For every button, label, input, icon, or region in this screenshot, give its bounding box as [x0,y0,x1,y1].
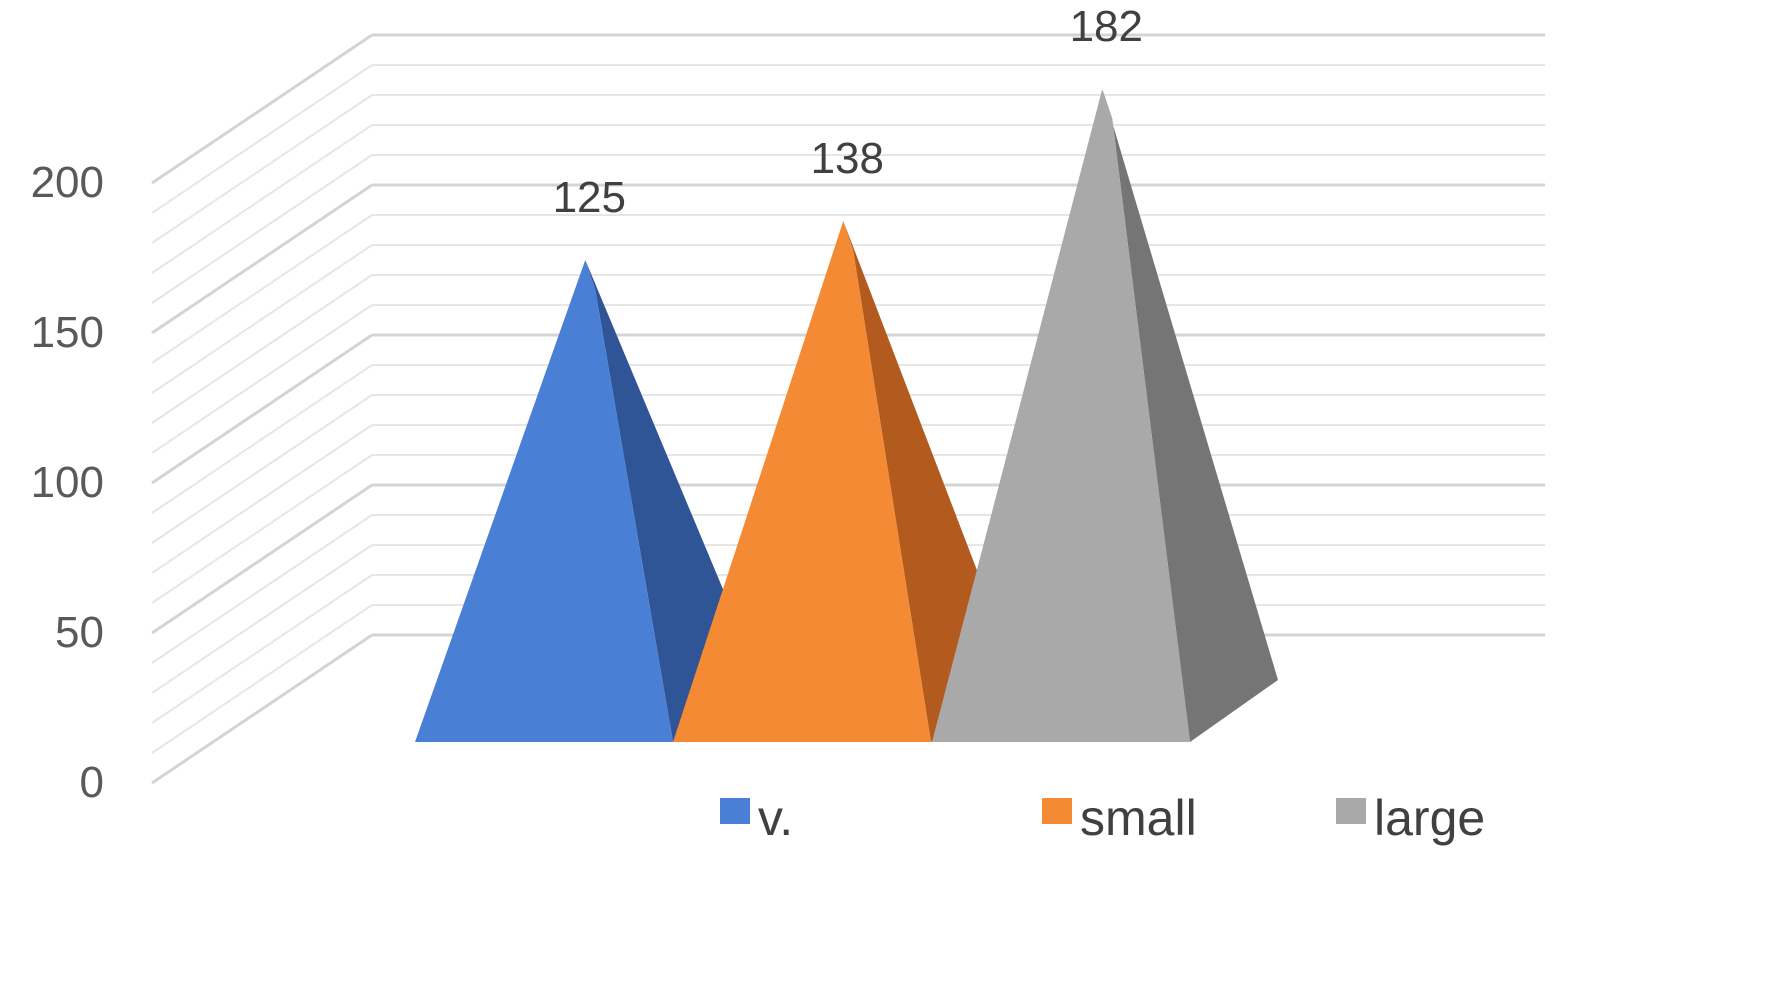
gridline-side [151,394,373,544]
data-label: 138 [811,134,884,183]
legend-label: large [1374,790,1485,846]
gridline-side [151,514,373,664]
gridline-side [151,454,373,604]
legend-swatch [1042,798,1072,824]
data-label: 182 [1070,2,1143,51]
y-axis-ticks: 0 50 100 150 200 [31,158,104,807]
gridline-side [151,154,373,304]
gridline-side [151,124,373,274]
pyramid-front-face [415,260,673,742]
gridline-side [151,244,373,394]
gridline-side [151,94,373,244]
y-tick-label: 0 [80,758,104,807]
gridline-side [151,274,373,424]
legend-label: v. [758,790,793,846]
gridline-side [151,333,373,485]
gridline-side [151,33,373,185]
gridline-side [151,424,373,574]
y-tick-label: 100 [31,458,104,507]
gridline-side [151,183,373,335]
pyramid-front-face [932,89,1190,742]
legend: v. small large [720,790,1485,846]
gridline-side [151,574,373,724]
data-labels: 125 138 182 [553,2,1143,222]
data-label: 125 [553,173,626,222]
gridline-side [151,214,373,364]
y-tick-label: 150 [31,308,104,357]
pyramids [415,89,1278,742]
gridline-side [151,604,373,754]
gridline-side [151,364,373,514]
gridline-side [151,544,373,694]
gridline-side [151,304,373,454]
y-tick-label: 200 [31,158,104,207]
gridline-side [151,64,373,214]
gridline-side [151,633,373,785]
legend-swatch [1336,798,1366,824]
y-tick-label: 50 [55,608,104,657]
legend-swatch [720,798,750,824]
pyramid-front-face [673,221,931,742]
pyramid-side-face [1102,89,1278,742]
gridline-side [151,483,373,635]
legend-label: small [1080,790,1197,846]
